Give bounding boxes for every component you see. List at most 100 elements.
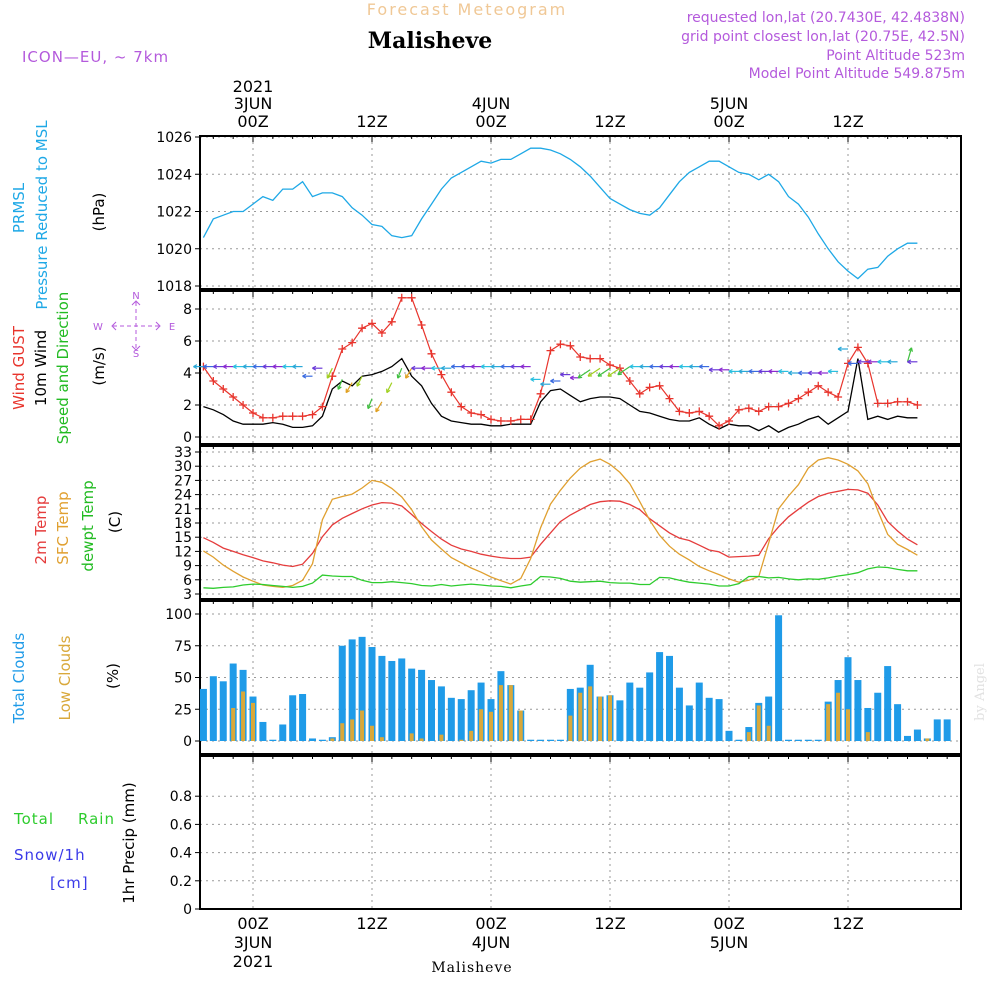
wind-gust-marker <box>853 343 862 352</box>
wind-dir-arrowhead <box>421 365 426 371</box>
cloud-total-bar <box>656 652 664 741</box>
wind-dir-arrowhead <box>649 364 654 370</box>
bottom-time: 12Z <box>594 914 625 933</box>
wind-dir-arrowhead <box>232 364 237 370</box>
wind-gust-marker <box>506 417 515 425</box>
wind-gust-marker <box>774 402 783 411</box>
wind-dir-arrowhead <box>396 374 402 379</box>
bottom-date: 4JUN <box>472 933 511 952</box>
wind-dir-arrow <box>617 366 631 376</box>
pressure-ytick-label: 1024 <box>156 167 192 183</box>
temperature-ytick-label: 12 <box>174 544 192 560</box>
wind-gust-marker <box>298 412 307 421</box>
temperature-ytick-label: 15 <box>174 530 192 546</box>
bottom-time: 00Z <box>475 914 506 933</box>
cloud-low-bar <box>508 685 513 741</box>
wind-dir-arrowhead <box>728 368 733 374</box>
wind-gust-marker <box>586 354 595 363</box>
wind-dir-arrowhead <box>758 368 763 374</box>
cloud-low-bar <box>489 711 493 741</box>
precip-ytick-label: 0.8 <box>170 789 192 805</box>
wind-gust-marker <box>705 412 714 421</box>
cloud-total-bar <box>259 721 267 741</box>
top-time: 00Z <box>713 112 744 131</box>
wind-label-gust: Wind GUST <box>10 325 28 410</box>
pressure-ytick-label: 1020 <box>156 242 192 258</box>
wind-dir-arrowhead <box>490 364 495 370</box>
wind-gust-marker <box>893 397 902 406</box>
wind-gust-marker <box>377 329 386 337</box>
bottom-year: 2021 <box>233 952 274 971</box>
wind-gust-marker <box>427 349 436 358</box>
wind-dir-arrowhead <box>597 372 603 377</box>
wind-dir-arrowhead <box>312 365 317 371</box>
wind-dir-arrowhead <box>262 364 267 370</box>
cloud-low-bar <box>568 715 573 741</box>
wind-gust-marker <box>794 394 803 403</box>
wind-dir-arrowhead <box>470 364 475 370</box>
precip-label-rain: Rain <box>78 810 115 828</box>
bottom-date: 3JUN <box>234 933 273 952</box>
wind-dir-arrowhead <box>908 347 913 352</box>
wind-gust-marker <box>576 353 585 361</box>
cloud-total-bar <box>943 719 951 741</box>
cloud-low-bar <box>836 692 841 741</box>
cloud-total-bar <box>408 668 416 741</box>
wind-dir-arrow <box>356 375 363 387</box>
wind-gust-marker <box>249 409 257 417</box>
pressure-ytick-label: 1018 <box>156 279 192 295</box>
wind-dir-arrowhead <box>617 370 622 376</box>
wind-gust-marker <box>725 417 733 425</box>
pressure-label-unit: (hPa) <box>90 193 108 232</box>
cloud-low-bar <box>608 695 612 741</box>
wind-dir-arrowhead <box>337 385 342 390</box>
cloud-low-bar <box>766 725 771 741</box>
wind-dir-arrowhead <box>212 364 218 370</box>
cloud-label-low: Low Clouds <box>56 635 74 720</box>
cloud-low-bar <box>360 710 365 741</box>
cloud-total-bar <box>814 739 822 741</box>
cloud-total-bar <box>467 690 475 741</box>
wind-dir-arrowhead <box>292 364 297 370</box>
cloud-low-bar <box>746 732 751 741</box>
wind-gust-marker <box>437 370 446 379</box>
cloud-low-bar <box>370 725 374 741</box>
cloud-low-bar <box>865 732 870 741</box>
header-grid-point: grid point closest lon,lat (20.75E, 42.5… <box>681 29 965 45</box>
cloud-total-bar <box>378 655 386 741</box>
wind-dir-arrowhead <box>817 370 822 376</box>
wind-dir-arrowhead <box>887 359 892 365</box>
cloud-low-bar <box>756 705 761 741</box>
wind-dir-arrow <box>577 369 591 379</box>
top-time: 12Z <box>594 112 625 131</box>
wind-dir-arrowhead <box>356 382 361 387</box>
wind-dir-arrowhead <box>798 370 803 376</box>
precip-ytick-label: 0.4 <box>170 846 192 862</box>
clouds-ytick-label: 25 <box>174 702 192 718</box>
pressure-ytick-label: 1026 <box>156 130 192 146</box>
wind-ytick-label: 0 <box>183 430 192 446</box>
wind-dir-arrow <box>597 367 611 377</box>
wind-dir-arrow <box>367 398 373 409</box>
temperature-ytick-label: 33 <box>174 445 192 461</box>
wind-dir-arrowhead <box>345 388 350 394</box>
cloud-total-bar <box>904 735 911 741</box>
temperature-ytick-label: 27 <box>174 473 192 489</box>
wind-gust-marker <box>804 388 813 397</box>
wind-dir-arrowhead <box>302 373 307 379</box>
cloud-total-bar <box>388 660 396 741</box>
cloud-low-bar <box>498 685 503 741</box>
wind-gust-marker <box>278 412 287 421</box>
wind-gust-marker <box>546 346 555 355</box>
cloud-total-bar <box>338 645 346 741</box>
cloud-low-bar <box>578 692 583 741</box>
wind-gust-marker <box>288 412 297 421</box>
cloud-total-bar <box>765 696 773 741</box>
precip-frame <box>199 755 962 910</box>
cloud-total-bar <box>398 658 406 741</box>
temperature-ytick-label: 3 <box>183 587 192 603</box>
temp-label-unit: (C) <box>106 511 124 533</box>
wind-gust-marker <box>457 402 466 411</box>
wind-dir-arrow <box>337 379 343 390</box>
